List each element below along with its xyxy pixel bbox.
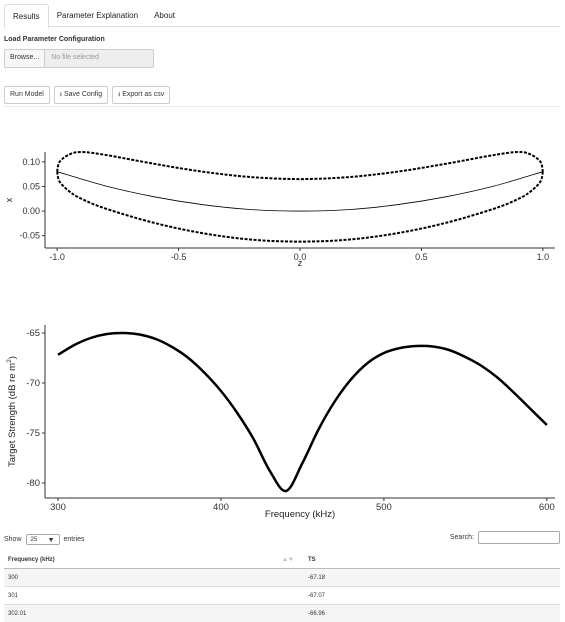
sort-icon: ▲▼: [282, 557, 294, 563]
y-tick-label: 0.05: [22, 181, 40, 191]
save-config-button[interactable]: ⭳Save Config: [54, 86, 108, 104]
tab-bar: Results Parameter Explanation About: [4, 4, 560, 27]
run-model-button[interactable]: Run Model: [4, 86, 50, 104]
table-row: 302.01 -66.96: [4, 605, 560, 622]
y-tick-label: -80: [26, 478, 40, 489]
download-icon: ⭳: [60, 92, 62, 98]
series-line: [57, 172, 543, 242]
column-header-ts[interactable]: TS: [304, 551, 560, 569]
search-control: Search:: [450, 531, 560, 544]
save-config-label: Save Config: [64, 91, 102, 98]
series-line: [57, 172, 543, 211]
entries-value: 25: [31, 537, 38, 543]
table-controls: Show 25 ▼ entries Search:: [4, 531, 560, 547]
y-tick-label: 0.00: [22, 206, 40, 216]
y-tick-label: -65: [26, 328, 40, 339]
x-tick-label: 400: [213, 502, 229, 513]
entries-label: entries: [64, 536, 85, 543]
series-line: [57, 152, 543, 179]
entries-select[interactable]: 25 ▼: [26, 534, 60, 545]
x-axis-label: z: [298, 258, 303, 268]
tab-about[interactable]: About: [146, 4, 183, 26]
action-buttons: Run Model ⭳Save Config ⭳Export as csv: [4, 86, 170, 104]
cell-ts: -67.18: [304, 569, 560, 587]
y-axis-label: Target Strength (dB re m2): [6, 356, 18, 467]
search-label: Search:: [450, 534, 474, 541]
y-tick-label: -75: [26, 428, 40, 439]
caret-down-icon: ▼: [48, 535, 55, 546]
x-tick-label: -0.5: [171, 252, 187, 262]
export-csv-button[interactable]: ⭳Export as csv: [112, 86, 170, 104]
table-header-row: Frequency (kHz) ▲▼ TS: [4, 551, 560, 569]
browse-button[interactable]: Browse...: [4, 49, 45, 68]
x-axis-label: Frequency (kHz): [265, 509, 335, 520]
y-tick-label: 0.10: [22, 157, 40, 167]
export-csv-label: Export as csv: [122, 91, 164, 98]
series-line: [58, 333, 547, 491]
entries-control: Show 25 ▼ entries: [4, 534, 85, 545]
x-tick-label: 500: [376, 502, 392, 513]
x-tick-label: 1.0: [537, 252, 550, 262]
cell-frequency: 300: [4, 569, 304, 587]
load-config-label: Load Parameter Configuration: [4, 36, 105, 43]
target-strength-chart: 300 400 500 600 -65 -70 -75 -80 Frequency (kHz) T…: [0, 315, 565, 525]
tab-results[interactable]: Results: [4, 4, 49, 29]
divider: [4, 106, 560, 107]
run-model-label: Run Model: [10, 91, 44, 98]
table-row: 301 -67.07: [4, 587, 560, 605]
x-tick-label: 0.5: [415, 252, 428, 262]
cell-ts: -67.07: [304, 587, 560, 605]
y-tick-label: -0.05: [19, 231, 40, 241]
y-tick-label: -70: [26, 378, 40, 389]
show-label: Show: [4, 536, 22, 543]
x-tick-label: 600: [539, 502, 555, 513]
column-header-frequency[interactable]: Frequency (kHz) ▲▼: [4, 551, 304, 569]
file-name-field[interactable]: No file selected: [45, 49, 154, 68]
tab-parameter-explanation[interactable]: Parameter Explanation: [49, 4, 146, 26]
results-table: Frequency (kHz) ▲▼ TS 300 -67.18 301 -67.…: [4, 551, 560, 622]
x-tick-label: 300: [50, 502, 66, 513]
cell-frequency: 302.01: [4, 605, 304, 622]
cell-ts: -66.96: [304, 605, 560, 622]
x-tick-label: -1.0: [49, 252, 65, 262]
y-axis-label: x: [4, 197, 14, 202]
table-row: 300 -67.18: [4, 569, 560, 587]
file-input-group: Browse... No file selected: [4, 49, 154, 68]
cell-frequency: 301: [4, 587, 304, 605]
search-input[interactable]: [478, 531, 560, 544]
download-icon: ⭳: [118, 92, 120, 98]
column-frequency-label: Frequency (kHz): [8, 557, 55, 563]
